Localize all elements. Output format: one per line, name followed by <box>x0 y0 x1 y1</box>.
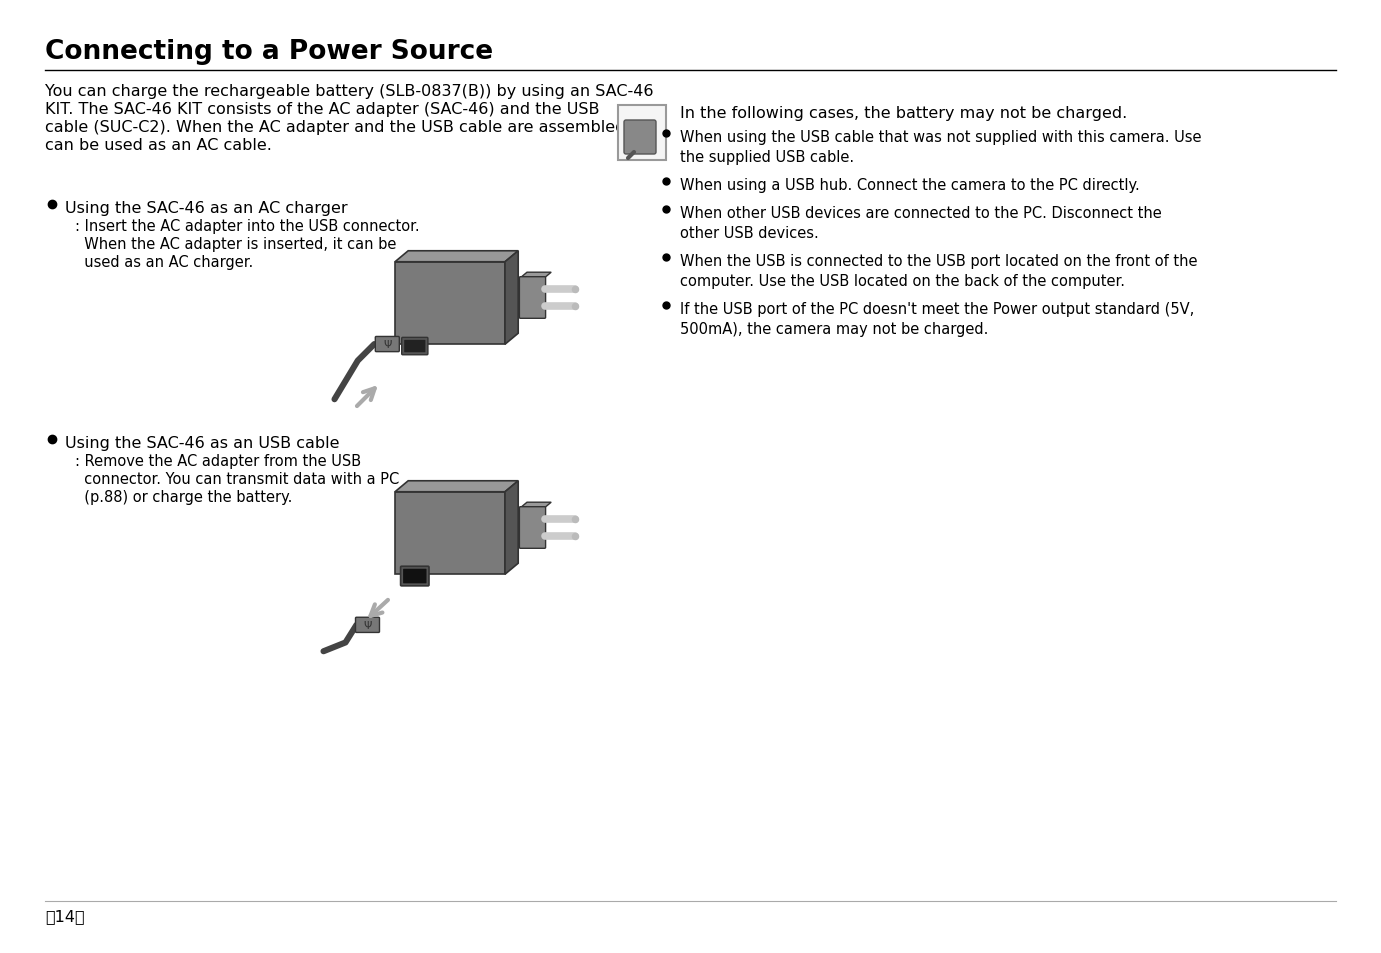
Text: : Insert the AC adapter into the USB connector.: : Insert the AC adapter into the USB con… <box>75 219 420 233</box>
FancyBboxPatch shape <box>619 106 666 161</box>
FancyBboxPatch shape <box>376 337 399 353</box>
Text: connector. You can transmit data with a PC: connector. You can transmit data with a … <box>75 472 399 486</box>
Polygon shape <box>521 273 551 278</box>
Text: Ψ: Ψ <box>383 339 391 350</box>
Text: can be used as an AC cable.: can be used as an AC cable. <box>46 138 272 152</box>
Text: : Remove the AC adapter from the USB: : Remove the AC adapter from the USB <box>75 454 360 469</box>
Polygon shape <box>395 481 518 493</box>
Text: 500mA), the camera may not be charged.: 500mA), the camera may not be charged. <box>679 322 989 336</box>
Text: Ψ: Ψ <box>363 620 371 630</box>
Text: Connecting to a Power Source: Connecting to a Power Source <box>46 39 493 65</box>
Text: If the USB port of the PC doesn't meet the Power output standard (5V,: If the USB port of the PC doesn't meet t… <box>679 302 1195 316</box>
FancyBboxPatch shape <box>405 340 425 353</box>
FancyBboxPatch shape <box>400 567 429 586</box>
Text: You can charge the rechargeable battery (SLB-0837(B)) by using an SAC-46: You can charge the rechargeable battery … <box>46 84 653 99</box>
Text: When using the USB cable that was not supplied with this camera. Use: When using the USB cable that was not su… <box>679 130 1201 145</box>
Text: cable (SUC-C2). When the AC adapter and the USB cable are assembled, it: cable (SUC-C2). When the AC adapter and … <box>46 120 646 135</box>
Polygon shape <box>505 481 518 575</box>
FancyBboxPatch shape <box>624 121 656 154</box>
Text: KIT. The SAC-46 KIT consists of the AC adapter (SAC-46) and the USB: KIT. The SAC-46 KIT consists of the AC a… <box>46 102 599 117</box>
Polygon shape <box>395 262 505 345</box>
Text: 〔14〕: 〔14〕 <box>46 908 84 923</box>
Text: When the USB is connected to the USB port located on the front of the: When the USB is connected to the USB por… <box>679 253 1197 269</box>
Text: In the following cases, the battery may not be charged.: In the following cases, the battery may … <box>679 106 1127 121</box>
Text: When the AC adapter is inserted, it can be: When the AC adapter is inserted, it can … <box>75 236 396 252</box>
Text: used as an AC charger.: used as an AC charger. <box>75 254 253 270</box>
FancyBboxPatch shape <box>519 507 545 549</box>
Polygon shape <box>521 502 551 508</box>
Text: Using the SAC-46 as an USB cable: Using the SAC-46 as an USB cable <box>65 436 340 451</box>
Text: the supplied USB cable.: the supplied USB cable. <box>679 150 853 165</box>
Text: (p.88) or charge the battery.: (p.88) or charge the battery. <box>75 490 293 504</box>
Polygon shape <box>505 252 518 345</box>
Text: computer. Use the USB located on the back of the computer.: computer. Use the USB located on the bac… <box>679 274 1126 289</box>
Polygon shape <box>395 252 518 262</box>
Text: When other USB devices are connected to the PC. Disconnect the: When other USB devices are connected to … <box>679 206 1161 221</box>
Text: Using the SAC-46 as an AC charger: Using the SAC-46 as an AC charger <box>65 201 348 215</box>
Text: When using a USB hub. Connect the camera to the PC directly.: When using a USB hub. Connect the camera… <box>679 178 1139 193</box>
FancyBboxPatch shape <box>355 618 380 633</box>
FancyBboxPatch shape <box>519 277 545 319</box>
Polygon shape <box>395 493 505 575</box>
FancyBboxPatch shape <box>403 569 427 584</box>
Text: other USB devices.: other USB devices. <box>679 226 819 241</box>
FancyBboxPatch shape <box>402 338 428 355</box>
